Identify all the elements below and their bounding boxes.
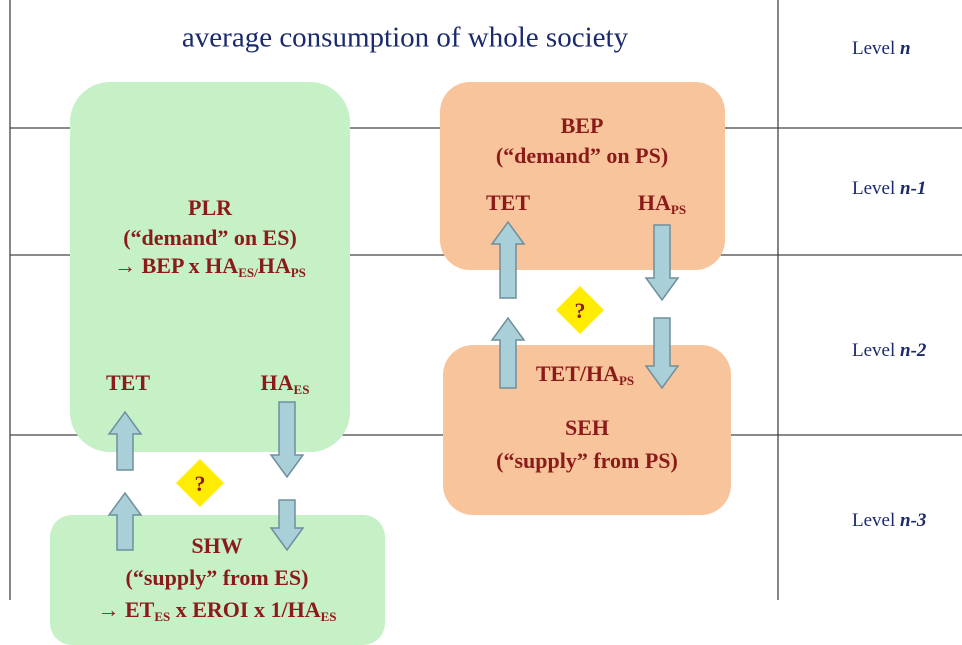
label: HAES — [261, 370, 310, 397]
label: PLR — [188, 195, 233, 220]
label: TET/HAPS — [536, 361, 634, 388]
label: SEH — [565, 415, 609, 440]
level-label: Level n-1 — [852, 178, 926, 199]
text-part: HA — [258, 253, 291, 278]
subscript: ES — [154, 609, 170, 624]
arrow — [269, 401, 305, 479]
text-part: x EROI x 1/HA — [170, 597, 320, 622]
text-part: HA — [638, 190, 671, 215]
text-part: → BEP x HA — [114, 253, 238, 278]
arrow — [107, 410, 143, 471]
level-word: Level — [852, 340, 895, 361]
subscript: ES/ — [238, 265, 258, 280]
arrow — [490, 220, 526, 299]
level-label: Level n-2 — [852, 340, 927, 361]
question-diamond — [556, 286, 604, 334]
title: average consumption of whole society — [182, 22, 629, 54]
level-index: n-1 — [900, 178, 926, 199]
subscript: PS — [671, 202, 686, 217]
plr-box — [70, 82, 350, 452]
subscript: ES — [294, 382, 310, 397]
label: → ETES x EROI x 1/HAES — [97, 597, 336, 624]
label: ? — [195, 471, 206, 496]
arrows — [107, 220, 680, 552]
level-word: Level — [852, 510, 895, 531]
label: BEP — [561, 113, 604, 138]
level-index: n-3 — [900, 510, 926, 531]
label: SHW — [191, 533, 242, 558]
text-part: HA — [261, 370, 294, 395]
label: TET — [106, 370, 150, 395]
arrow — [644, 317, 680, 390]
text-part: TET/HA — [536, 361, 619, 386]
level-index: n-2 — [900, 340, 927, 361]
subscript: PS — [291, 265, 306, 280]
label: (“demand” on ES) — [123, 225, 297, 250]
text-part: → ET — [97, 597, 154, 622]
arrow — [107, 491, 143, 551]
bep-box — [440, 82, 725, 270]
label: TET — [486, 190, 530, 215]
level-index: n — [900, 38, 911, 59]
question-diamond — [176, 459, 224, 507]
label: ? — [575, 298, 586, 323]
level-word: Level — [852, 38, 895, 59]
arrow — [269, 499, 305, 552]
label: (“demand” on PS) — [496, 143, 668, 168]
label: → BEP x HAES/HAPS — [114, 253, 306, 280]
level-label: Level n-3 — [852, 510, 926, 531]
level-label: Level n — [852, 38, 911, 59]
label: (“supply” from PS) — [496, 448, 678, 473]
label: HAPS — [638, 190, 686, 217]
subscript: ES — [321, 609, 337, 624]
label: (“supply” from ES) — [126, 565, 309, 590]
level-word: Level — [852, 178, 895, 199]
arrow — [490, 316, 526, 389]
subscript: PS — [619, 373, 634, 388]
arrow — [644, 224, 680, 302]
